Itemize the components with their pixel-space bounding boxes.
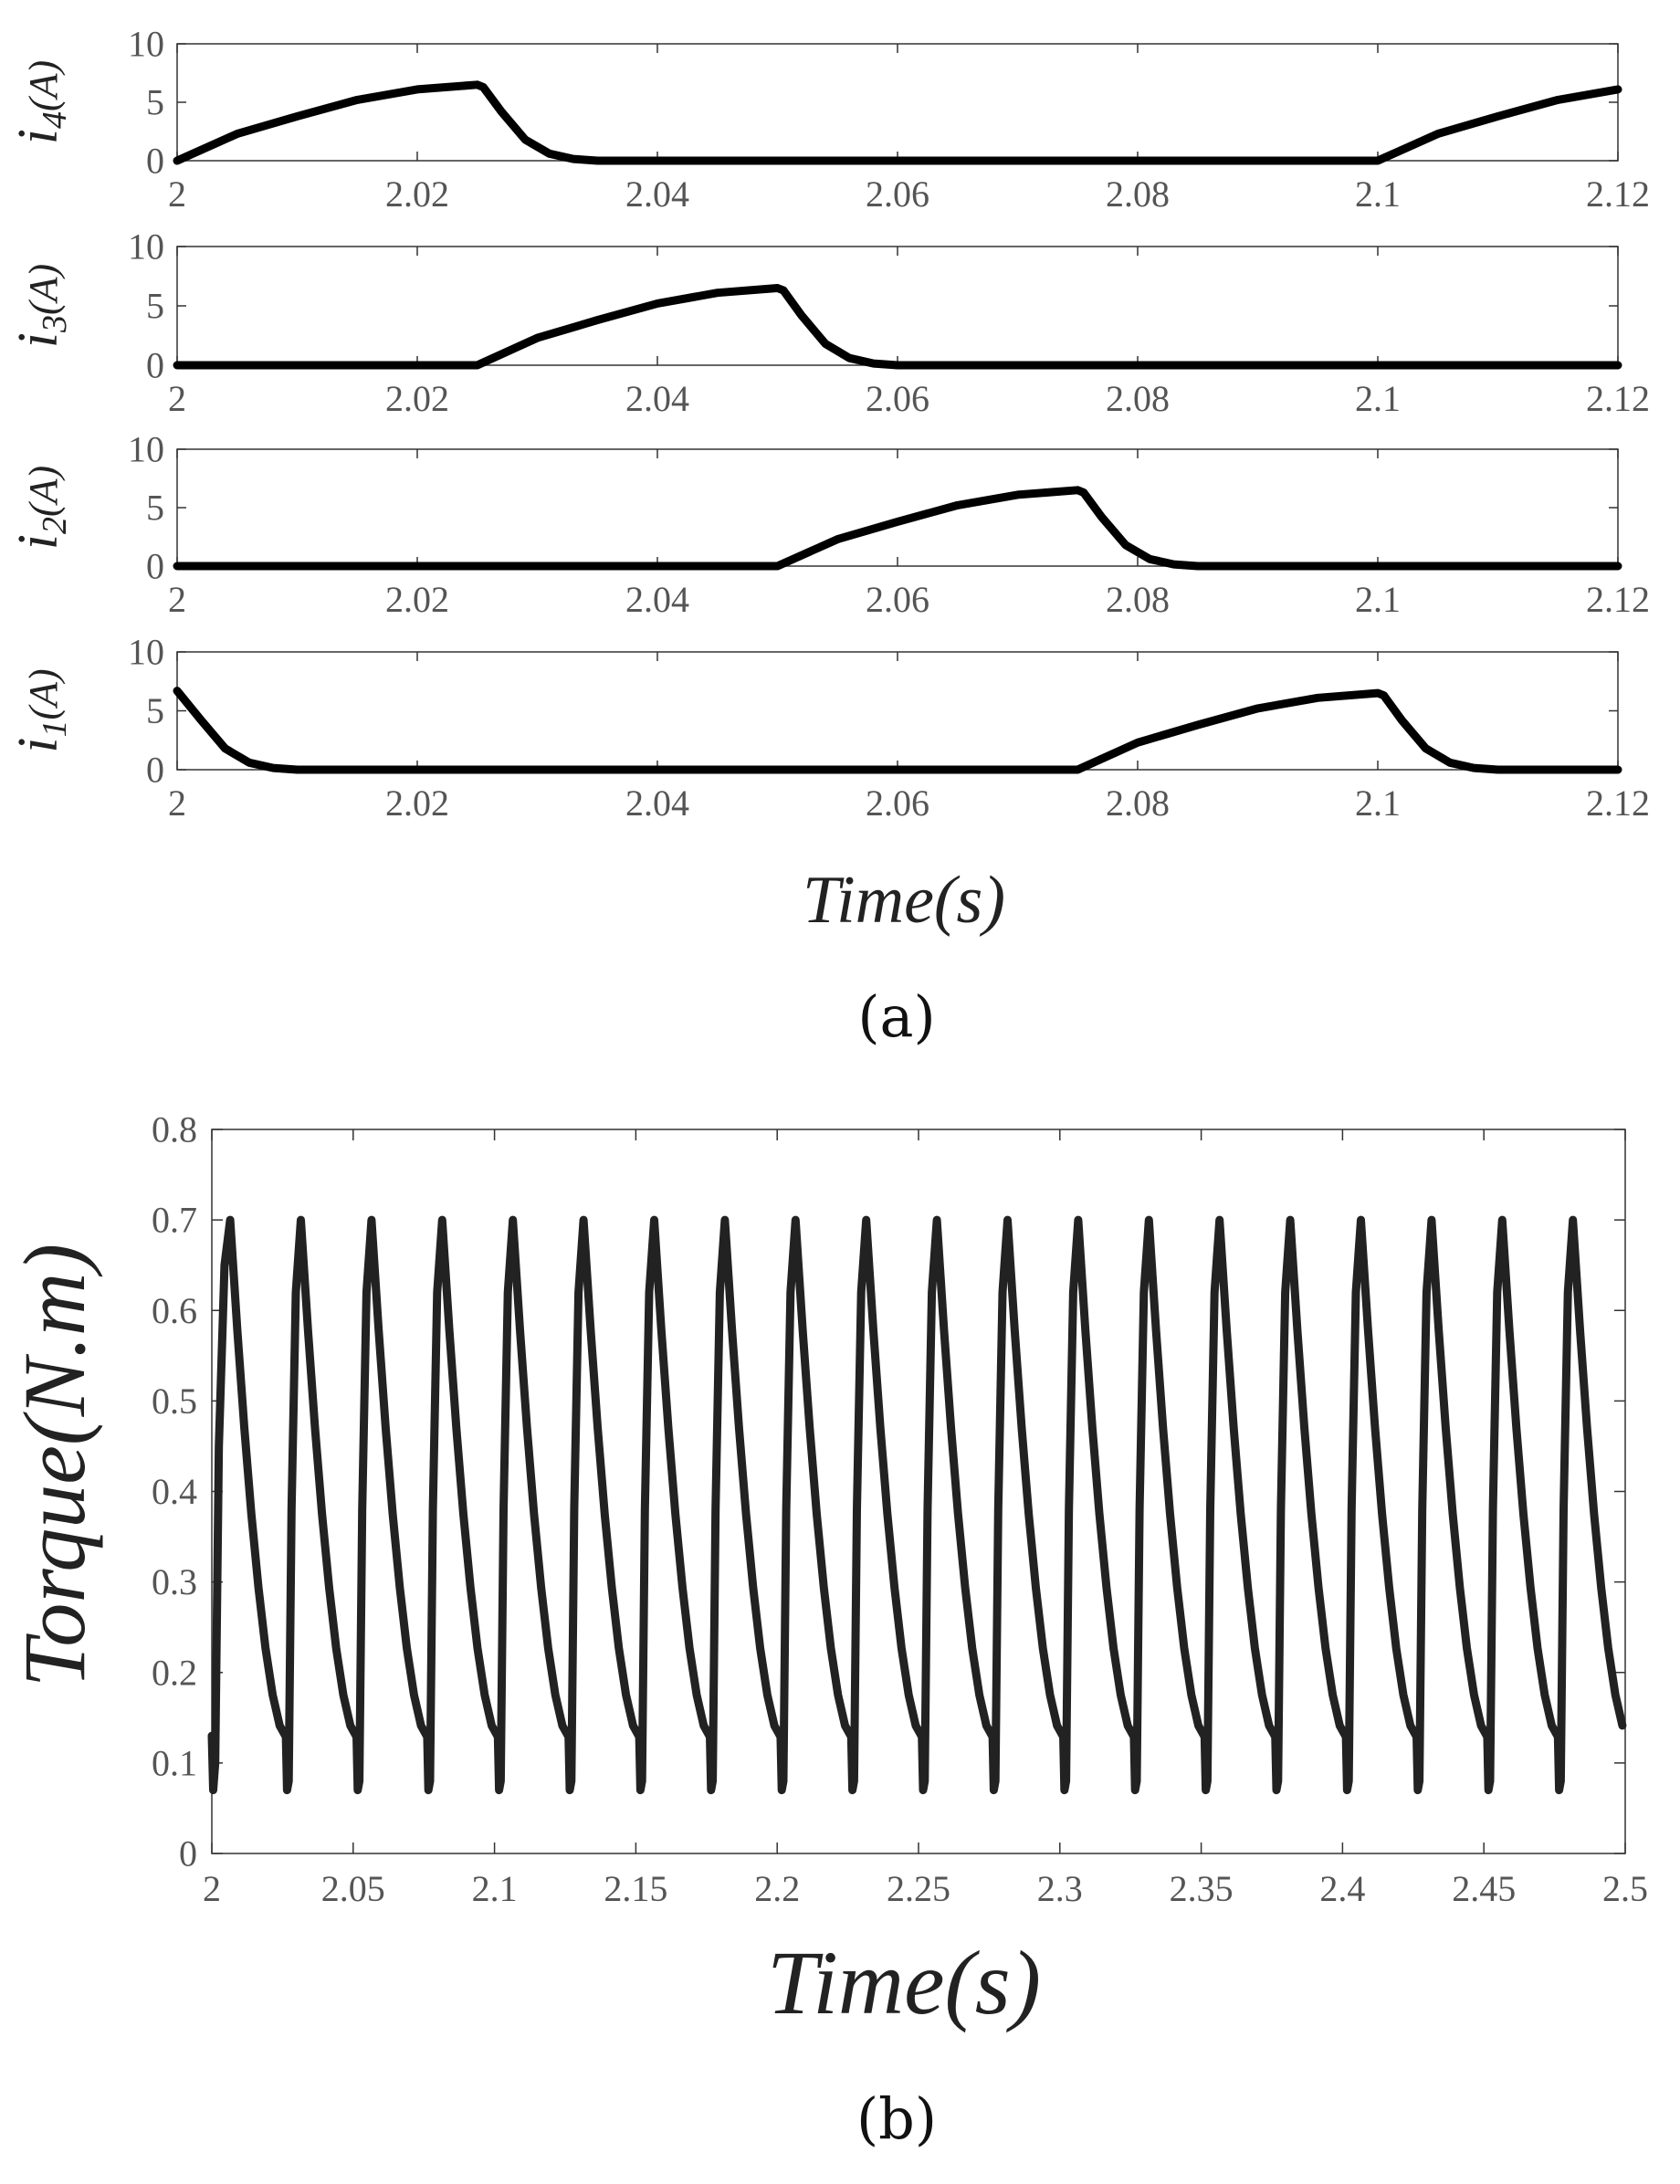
y-tick-label: 0.4 <box>152 1471 197 1512</box>
x-tick-label: 2.02 <box>385 782 449 824</box>
x-tick-label: 2.08 <box>1106 782 1170 824</box>
caption-b: (b) <box>856 2085 937 2152</box>
x-tick-label: 2.05 <box>321 1868 385 1909</box>
x-tick-label: 2.12 <box>1586 579 1650 620</box>
series-line-torque <box>207 1215 1627 1795</box>
y-tick-label: 5 <box>146 488 164 529</box>
y-axis-label: i2(A) <box>7 466 74 550</box>
x-tick-label: 2.04 <box>625 173 689 215</box>
x-tick-label: 2.1 <box>1355 782 1401 824</box>
x-tick-label: 2.1 <box>1355 378 1401 419</box>
series-line-i4 <box>173 80 1622 165</box>
x-tick-label: 2 <box>168 173 186 215</box>
x-tick-label: 2.25 <box>887 1868 950 1909</box>
y-tick-label: 10 <box>128 24 164 65</box>
x-tick-label: 2.1 <box>472 1868 518 1909</box>
y-axis-label-unit: (A) <box>21 466 66 517</box>
series-line-i3 <box>173 284 1622 370</box>
subplot-torque: 2 2.05 2.1 2.15 2.2 2.25 2.3 2.35 2.4 2.45 2.5 0 0.1… <box>152 1109 1648 1909</box>
x-tick-label: 2.4 <box>1319 1868 1365 1909</box>
x-tick-label: 2.08 <box>1106 378 1170 419</box>
subplot-i3: 2 2.02 2.04 2.06 2.08 2.1 2.12 0 5 10 i3(A) <box>7 226 1650 419</box>
x-tick-label: 2 <box>168 579 186 620</box>
x-tick-label: 2 <box>168 378 186 419</box>
y-tick-label: 10 <box>128 429 164 470</box>
x-tick-label: 2.15 <box>604 1868 667 1909</box>
x-tick-label: 2.06 <box>866 173 929 215</box>
y-tick-label: 0 <box>146 546 164 587</box>
y-tick-label: 0.2 <box>152 1652 197 1693</box>
y-axis-label: i3(A) <box>7 264 74 348</box>
y-axis-label-unit: (A) <box>21 668 66 719</box>
y-tick-label: 5 <box>146 286 164 327</box>
x-tick-label: 2.35 <box>1170 1868 1234 1909</box>
y-tick-label: 5 <box>146 82 164 123</box>
y-axis-label: i4(A) <box>7 60 74 144</box>
series-line-i2 <box>173 486 1622 571</box>
plot-frame <box>176 448 1619 567</box>
plot-frame <box>176 246 1619 366</box>
y-axis-label: i1(A) <box>7 668 74 752</box>
y-tick-label: 5 <box>146 690 164 731</box>
y-tick-label: 0 <box>146 750 164 791</box>
x-axis-label-a: Time(s) <box>803 863 1005 938</box>
y-axis-label-subscript: 2 <box>36 517 74 534</box>
x-tick-label: 2 <box>203 1868 221 1909</box>
y-axis-label-symbol: i <box>7 534 69 550</box>
x-tick-label: 2.3 <box>1037 1868 1083 1909</box>
y-tick-label: 0.5 <box>152 1381 197 1422</box>
x-tick-label: 2.1 <box>1355 173 1401 215</box>
subplot-i1: 2 2.02 2.04 2.06 2.08 2.1 2.12 0 5 10 i1(A) <box>7 632 1650 824</box>
x-tick-label: 2.2 <box>754 1868 800 1909</box>
subplot-i4: 2 2.02 2.04 2.06 2.08 2.1 2.12 0 5 10 i4(A) <box>7 24 1650 215</box>
x-tick-label: 2.04 <box>625 782 689 824</box>
y-tick-label: 0 <box>179 1833 197 1874</box>
x-tick-label: 2 <box>168 782 186 824</box>
x-tick-label: 2.06 <box>866 579 929 620</box>
y-tick-label: 10 <box>128 226 164 268</box>
x-tick-label: 2.02 <box>385 378 449 419</box>
y-axis-label-symbol: i <box>7 129 69 144</box>
x-tick-label: 2.1 <box>1355 579 1401 620</box>
y-axis-label-subscript: 4 <box>36 111 74 129</box>
y-tick-label: 0.6 <box>152 1290 197 1331</box>
series-line-i1 <box>173 687 1622 774</box>
x-tick-label: 2.04 <box>625 378 689 419</box>
y-axis-label-subscript: 3 <box>36 315 74 333</box>
y-tick-label: 0 <box>146 345 164 386</box>
y-tick-label: 0.7 <box>152 1200 197 1241</box>
x-tick-label: 2.04 <box>625 579 689 620</box>
x-tick-label: 2.12 <box>1586 378 1650 419</box>
plot-frame <box>176 43 1619 162</box>
plot-frame <box>176 651 1619 771</box>
x-tick-label: 2.12 <box>1586 173 1650 215</box>
x-tick-label: 2.12 <box>1586 782 1650 824</box>
y-axis-label-subscript: 1 <box>36 719 74 737</box>
y-tick-label: 10 <box>128 632 164 673</box>
x-tick-label: 2.5 <box>1602 1868 1648 1909</box>
y-tick-label: 0.8 <box>152 1109 197 1150</box>
x-tick-label: 2.08 <box>1106 579 1170 620</box>
y-tick-label: 0.1 <box>152 1742 197 1783</box>
x-tick-label: 2.06 <box>866 782 929 824</box>
y-axis-label-b: Torque(N.m) <box>5 1244 103 1687</box>
x-tick-label: 2.45 <box>1452 1868 1516 1909</box>
x-axis-label-b: Time(s) <box>767 1932 1041 2033</box>
x-tick-label: 2.02 <box>385 579 449 620</box>
y-tick-label: 0 <box>146 141 164 182</box>
y-axis-label-symbol: i <box>7 332 69 348</box>
x-tick-label: 2.08 <box>1106 173 1170 215</box>
caption-a: (a) <box>857 983 935 1050</box>
x-tick-label: 2.02 <box>385 173 449 215</box>
y-axis-label-unit: (A) <box>21 60 66 111</box>
y-tick-label: 0.3 <box>152 1561 197 1602</box>
x-tick-label: 2.06 <box>866 378 929 419</box>
y-axis-label-unit: (A) <box>21 264 66 315</box>
y-axis-label-symbol: i <box>7 737 69 752</box>
